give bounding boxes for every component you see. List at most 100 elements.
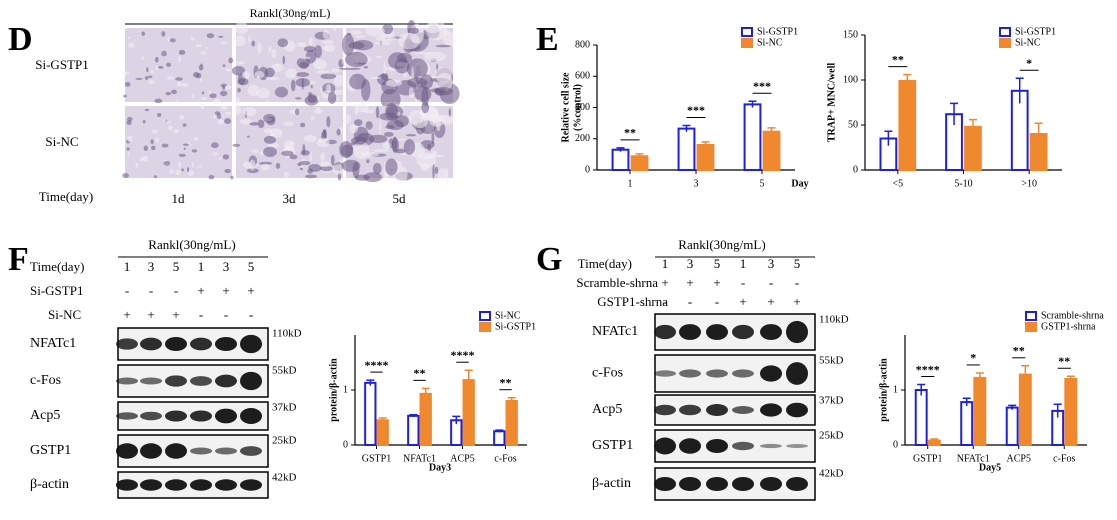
cell-texture — [265, 76, 280, 81]
cell-texture — [149, 69, 154, 74]
blot-band — [760, 324, 782, 340]
lane-label: + — [247, 283, 254, 298]
blot-band — [215, 479, 237, 491]
cell-texture — [285, 68, 297, 79]
cell-texture — [257, 119, 265, 129]
lane-label: - — [741, 275, 745, 290]
cell-texture — [135, 77, 143, 80]
y-axis-label: TRAP+ MNC/well — [826, 63, 837, 143]
cell-texture — [213, 98, 222, 104]
cell-texture — [155, 65, 159, 71]
band-size: 55kD — [819, 355, 844, 367]
cell-texture — [126, 147, 130, 151]
error-bar — [748, 100, 757, 108]
cell-texture — [322, 46, 330, 51]
cell-texture — [394, 58, 410, 74]
cell-texture — [175, 77, 183, 81]
lane-label: + — [686, 275, 693, 290]
x-tick-label: <5 — [893, 178, 904, 189]
cell-texture — [217, 119, 225, 125]
blot-band — [732, 476, 754, 492]
cell-texture — [228, 57, 234, 64]
y-tick-label: 200 — [575, 133, 590, 144]
cell-texture — [352, 141, 370, 159]
cell-texture — [437, 168, 448, 180]
lane-label: 1 — [124, 259, 131, 274]
cell-texture — [123, 94, 127, 98]
legend-label: Si-GSTP1 — [1015, 26, 1056, 37]
blot-band — [190, 447, 212, 455]
cell-texture — [212, 152, 218, 156]
cell-texture — [275, 162, 281, 169]
cell-texture — [249, 122, 260, 126]
blot-band — [706, 404, 728, 416]
error-bar — [464, 369, 473, 390]
cell-texture — [230, 175, 234, 180]
blot-band — [732, 406, 754, 414]
cell-texture — [313, 109, 323, 114]
x-axis-label: Day3 — [429, 462, 451, 473]
error-bar — [682, 124, 691, 132]
cell-texture — [309, 152, 313, 162]
error-bar — [507, 396, 516, 405]
cell-texture — [368, 134, 388, 144]
cell-texture — [355, 35, 366, 39]
cell-texture — [320, 152, 325, 162]
blot-band — [240, 479, 262, 491]
band-label: NFATc1 — [592, 324, 638, 339]
cell-texture — [127, 151, 130, 156]
cell-texture — [363, 65, 368, 69]
cell-texture — [177, 56, 182, 63]
cell-texture — [338, 67, 361, 70]
cell-texture — [127, 136, 133, 143]
bar — [407, 414, 420, 447]
cell-texture — [429, 114, 445, 127]
blot-band — [760, 365, 782, 382]
cell-texture — [391, 136, 398, 152]
cell-texture — [382, 23, 394, 35]
error-bar — [975, 372, 984, 383]
cell-texture — [234, 21, 249, 35]
cell-texture — [254, 70, 265, 79]
cell-texture — [327, 91, 337, 104]
lane-label: + — [172, 307, 179, 322]
cell-texture — [385, 103, 399, 121]
lane-label: 5 — [248, 259, 255, 274]
blot-band — [679, 324, 701, 340]
significance-label: ** — [500, 375, 512, 389]
significance-label: * — [1026, 56, 1032, 70]
blot-band — [654, 404, 676, 416]
blot-band — [706, 324, 728, 340]
cell-texture — [319, 165, 333, 172]
error-bar — [1015, 77, 1024, 104]
cell-texture — [263, 113, 276, 123]
cell-texture — [321, 40, 334, 45]
blot-band — [116, 338, 138, 350]
band-label: GSTP1 — [30, 443, 71, 458]
bar — [376, 419, 389, 446]
cell-texture — [342, 33, 355, 56]
cell-texture — [219, 156, 222, 161]
cell-texture — [199, 77, 202, 83]
legend-swatch — [999, 38, 1011, 48]
cell-texture — [301, 77, 304, 90]
cell-texture — [155, 137, 160, 143]
cell-texture — [277, 38, 289, 48]
error-bar — [767, 127, 776, 136]
cell-texture — [200, 50, 207, 55]
cell-texture — [336, 128, 341, 136]
cell-texture — [126, 120, 132, 126]
x-tick-label: c-Fos — [494, 453, 516, 464]
blot-band — [654, 324, 676, 340]
cell-texture — [274, 86, 289, 98]
cell-texture — [246, 168, 259, 174]
blot-band — [140, 337, 162, 351]
legend-label: Si-NC — [1015, 37, 1041, 48]
cell-texture — [178, 161, 182, 168]
cell-texture — [179, 115, 185, 120]
cell-texture — [135, 162, 139, 168]
bar — [1064, 378, 1078, 446]
x-tick-label: 1 — [628, 178, 633, 189]
cell-texture — [192, 72, 200, 78]
cell-texture — [434, 166, 439, 175]
